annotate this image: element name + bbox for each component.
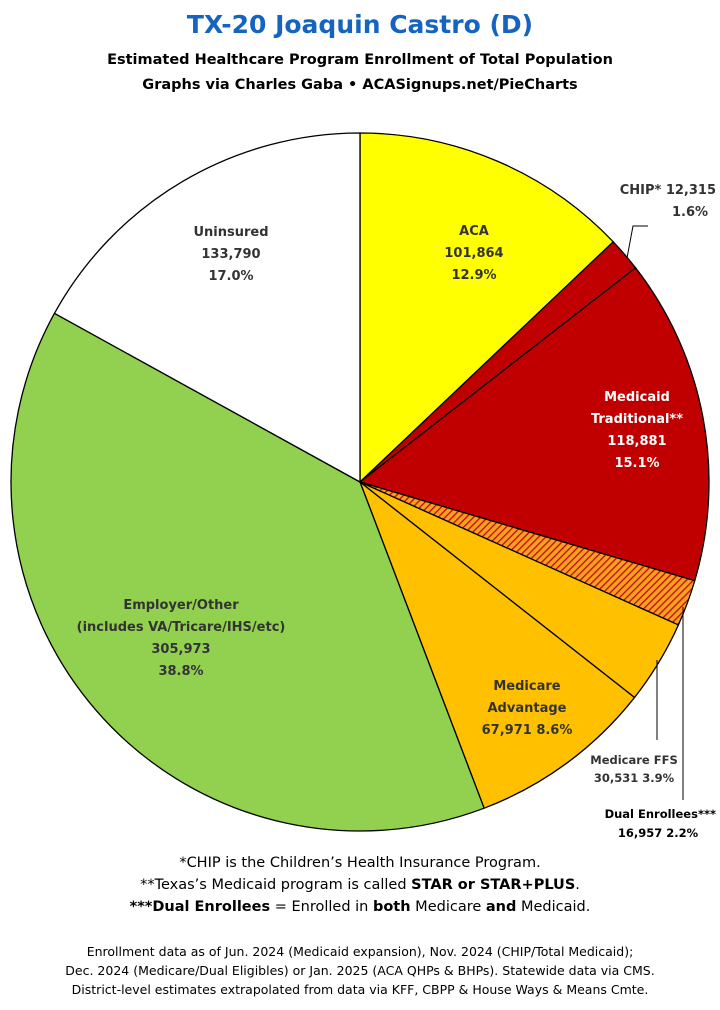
- label-advantage-subname: Advantage: [488, 701, 567, 716]
- footnote-dual-both: both: [372, 899, 411, 915]
- label-advantage-name: Medicare: [493, 679, 560, 694]
- footnote-medicaid-program: STAR or STAR+PLUS: [411, 877, 576, 893]
- label-ffs-name: Medicare FFS: [590, 753, 677, 767]
- label-medicaid-percent: 15.1%: [614, 456, 659, 471]
- label-ffs-value: 30,531 3.9%: [594, 771, 675, 785]
- label-chip-percent: 1.6%: [672, 205, 708, 220]
- pie-chart: ACA 101,864 12.9% CHIP* 12,315 1.6% Medi…: [10, 132, 716, 840]
- label-medicaid-value: 118,881: [607, 434, 666, 449]
- label-uninsured-value: 133,790: [201, 247, 260, 262]
- label-aca-percent: 12.9%: [451, 268, 496, 283]
- label-dual-value: 16,957 2.2%: [618, 826, 699, 840]
- pie-slice-medicare-advantage: [359, 481, 636, 809]
- pie-slice-medicaid-traditional: [359, 267, 710, 582]
- source-line-3: District-level estimates extrapolated fr…: [71, 982, 649, 997]
- source-line-2: Dec. 2024 (Medicare/Dual Eligibles) or J…: [65, 963, 655, 978]
- footnotes: *CHIP is the Children’s Health Insurance…: [0, 852, 720, 918]
- footnote-dual-term: ***Dual Enrollees: [129, 899, 271, 915]
- chip-leader-line: [626, 225, 648, 259]
- chart-title: TX-20 Joaquin Castro (D): [186, 10, 534, 39]
- label-employer-percent: 38.8%: [158, 664, 203, 679]
- pie-slice-employer-other-includes-va-tricare-ihs-etc: [10, 312, 485, 832]
- label-aca-name: ACA: [459, 224, 489, 239]
- label-employer-subname: (includes VA/Tricare/IHS/etc): [77, 620, 286, 635]
- chart-credit: Graphs via Charles Gaba • ACASignups.net…: [142, 77, 578, 93]
- footnote-medicaid-end: .: [575, 877, 580, 893]
- source-line-1: Enrollment data as of Jun. 2024 (Medicai…: [86, 944, 634, 959]
- label-employer-name: Employer/Other: [123, 598, 239, 613]
- label-uninsured-percent: 17.0%: [208, 269, 253, 284]
- pie-slice-uninsured: [53, 132, 361, 483]
- label-dual-name: Dual Enrollees***: [605, 807, 716, 821]
- footnote-dual-text3: Medicaid.: [516, 899, 591, 915]
- label-medicaid-subname: Traditional**: [591, 412, 683, 427]
- label-medicaid-name: Medicaid: [604, 390, 670, 405]
- label-advantage-value: 67,971 8.6%: [482, 723, 573, 738]
- footnote-dual: ***Dual Enrollees = Enrolled in both Med…: [0, 896, 720, 918]
- source-notes: Enrollment data as of Jun. 2024 (Medicai…: [0, 942, 720, 999]
- chart-subtitle: Estimated Healthcare Program Enrollment …: [107, 52, 613, 68]
- label-chip-name: CHIP* 12,315: [620, 183, 716, 198]
- footnote-dual-text1: = Enrolled in: [270, 899, 373, 915]
- pie-slice-aca: [359, 132, 614, 483]
- footnote-dual-and: and: [485, 899, 517, 915]
- footnote-medicaid-text: **Texas’s Medicaid program is called: [140, 877, 412, 893]
- label-aca-value: 101,864: [444, 246, 503, 261]
- label-employer-value: 305,973: [151, 642, 210, 657]
- footnote-medicaid: **Texas’s Medicaid program is called STA…: [0, 874, 720, 896]
- footnote-dual-text2: Medicare: [410, 899, 486, 915]
- label-uninsured-name: Uninsured: [193, 225, 268, 240]
- footnote-chip: *CHIP is the Children’s Health Insurance…: [179, 855, 541, 871]
